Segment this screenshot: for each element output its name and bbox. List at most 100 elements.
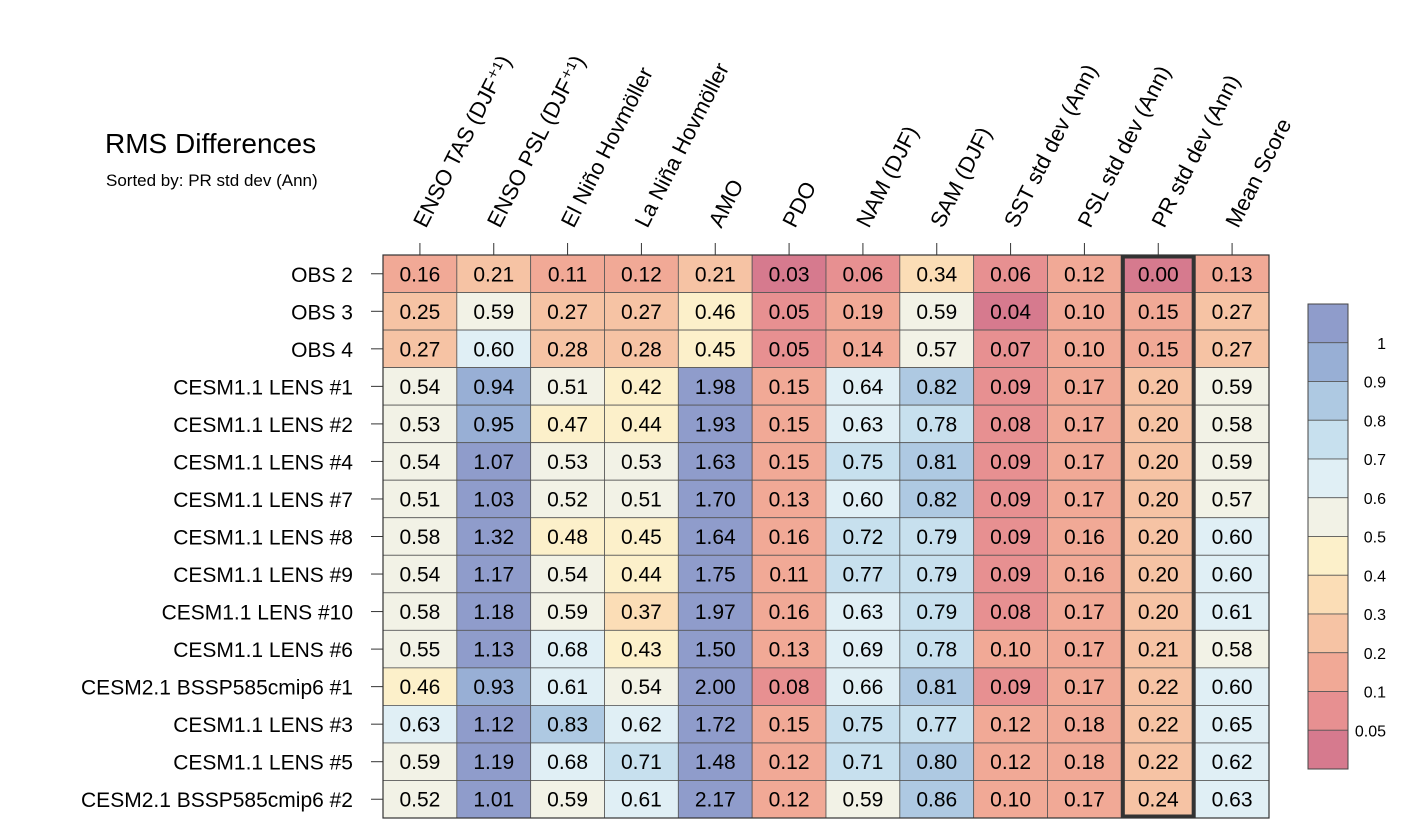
heatmap-cell: [1194, 667, 1270, 706]
heatmap-cell: [604, 292, 679, 331]
row-label: CESM2.1 BSSP585cmip6 #1: [81, 677, 353, 700]
heatmap-cell: [604, 742, 679, 781]
cell-value: 0.20: [1138, 488, 1179, 511]
heatmap-cell: [899, 517, 975, 556]
heatmap-cell: [899, 742, 975, 781]
cell-value: 0.71: [842, 751, 883, 774]
cell-value: 0.95: [473, 413, 514, 436]
cell-value: 0.20: [1138, 413, 1179, 436]
cell-value: 0.58: [1212, 639, 1253, 662]
cell-value: 0.58: [1212, 413, 1253, 436]
row-label: CESM1.1 LENS #10: [162, 602, 353, 625]
heatmap-cell: [825, 554, 901, 594]
cell-value: 0.78: [916, 413, 957, 436]
cell-value: 0.60: [473, 338, 514, 361]
cell-value: 0.51: [621, 488, 662, 511]
cell-value: 0.94: [473, 376, 514, 399]
heatmap-cell: [530, 742, 605, 781]
cell-value: 0.12: [990, 714, 1031, 737]
cell-value: 0.17: [1064, 488, 1105, 511]
heatmap-cell: [530, 667, 605, 706]
cell-value: 1.18: [473, 601, 514, 624]
cell-value: 0.10: [990, 789, 1031, 812]
row-labels: OBS 2 OBS 3 OBS 4 CESM1.1 LENS #1 CESM1.1 LE…: [81, 264, 383, 812]
heatmap-cell: [899, 592, 975, 631]
cell-value: 0.61: [621, 789, 662, 812]
row-label: CESM1.1 LENS #3: [173, 714, 353, 737]
heatmap-cell: [456, 367, 532, 406]
row-label: CESM1.1 LENS #9: [173, 564, 353, 587]
column-label: NAM (DJF): [851, 122, 923, 231]
heatmap-cell: [1120, 367, 1196, 406]
cell-value: 0.15: [769, 413, 810, 436]
cell-value: 0.59: [842, 789, 883, 812]
cell-value: 0.17: [1064, 413, 1105, 436]
cell-value: 0.59: [473, 301, 514, 324]
cell-value: 0.15: [769, 376, 810, 399]
cell-value: 0.17: [1064, 376, 1105, 399]
cell-value: 0.57: [916, 338, 957, 361]
cell-value: 0.27: [1212, 301, 1253, 324]
cell-value: 1.03: [473, 488, 514, 511]
colorbar-frame: [1307, 303, 1349, 770]
heatmap-cell: [604, 554, 679, 594]
cell-value: 0.21: [1138, 639, 1179, 662]
cell-value: 1.07: [473, 451, 514, 474]
heatmap-cell: [530, 517, 605, 556]
cell-value: 0.79: [916, 526, 957, 549]
cell-value: 0.28: [621, 338, 662, 361]
cell-value: 0.52: [399, 789, 440, 812]
cell-value: 0.60: [1212, 564, 1253, 587]
heatmap-cell: [973, 592, 1048, 631]
heatmap-cell: [1047, 517, 1122, 556]
cell-value: 0.13: [1212, 263, 1253, 286]
heatmap-cell: [677, 667, 753, 706]
cell-value: 1.93: [695, 413, 736, 436]
heatmap-cell: [825, 517, 901, 556]
heatmap-cell: [751, 780, 827, 819]
heatmap-cell: [677, 780, 753, 819]
heatmap-cell: [1194, 705, 1270, 744]
cell-value: 0.09: [990, 676, 1031, 699]
cell-value: 0.44: [621, 413, 662, 436]
cell-value: 0.06: [842, 263, 883, 286]
cell-value: 0.13: [769, 639, 810, 662]
heatmap-cell: [1194, 629, 1270, 669]
colorbar-swatch: [1307, 458, 1349, 499]
cell-value: 0.24: [1138, 789, 1179, 812]
cell-value: 0.20: [1138, 601, 1179, 624]
heatmap-cell: [382, 404, 458, 444]
cell-value: 0.20: [1138, 451, 1179, 474]
cell-value: 0.53: [621, 451, 662, 474]
colorbar-swatch: [1307, 497, 1349, 537]
cell-value: 1.01: [473, 789, 514, 812]
cell-value: 1.17: [473, 564, 514, 587]
heatmap-cell: [825, 479, 901, 519]
cell-value: 0.16: [1064, 526, 1105, 549]
cell-value: 0.09: [990, 376, 1031, 399]
cell-value: 0.54: [399, 564, 440, 587]
cell-value: 0.16: [769, 601, 810, 624]
cell-value: 0.63: [842, 601, 883, 624]
row-label: CESM2.1 BSSP585cmip6 #2: [81, 789, 353, 812]
cell-value: 0.20: [1138, 564, 1179, 587]
chart-subtitle: Sorted by: PR std dev (Ann): [106, 171, 318, 190]
cell-value: 0.52: [547, 488, 588, 511]
cell-value: 0.22: [1138, 676, 1179, 699]
chart-title: RMS Differences: [105, 128, 316, 159]
heatmap-cell: [1194, 254, 1270, 293]
cell-value: 1.19: [473, 751, 514, 774]
cell-value: 0.59: [916, 301, 957, 324]
heatmap-cell: [1194, 554, 1270, 594]
cell-value: 0.08: [990, 601, 1031, 624]
cell-value: 0.68: [547, 639, 588, 662]
heatmap-cell: [1194, 780, 1270, 819]
heatmap-cell: [382, 742, 458, 781]
colorbar-swatch: [1307, 303, 1349, 344]
cell-value: 0.09: [990, 488, 1031, 511]
cell-value: 0.93: [473, 676, 514, 699]
cell-value: 0.64: [842, 376, 883, 399]
cell-value: 0.71: [621, 751, 662, 774]
heatmap-cell: [456, 554, 532, 594]
